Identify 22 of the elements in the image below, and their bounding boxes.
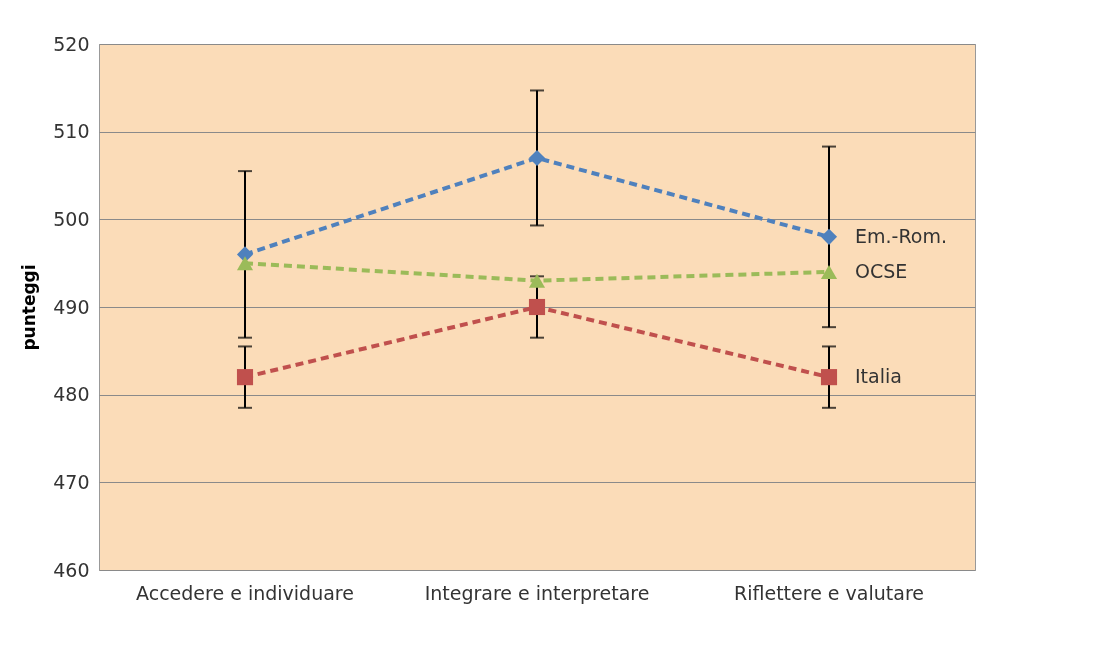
y-tick-label: 510 bbox=[53, 120, 90, 143]
x-tick-label: Accedere e individuare bbox=[136, 581, 354, 604]
y-tick-label: 460 bbox=[53, 558, 90, 581]
point bbox=[820, 264, 838, 279]
point bbox=[820, 228, 838, 245]
series-label: Em.-Rom. bbox=[855, 224, 947, 247]
point bbox=[236, 256, 254, 271]
x-tick-label: Integrare e interpretare bbox=[424, 581, 650, 604]
series-label: OCSE bbox=[855, 259, 908, 282]
point bbox=[528, 149, 546, 167]
y-tick-label: 480 bbox=[53, 383, 90, 406]
point bbox=[528, 298, 546, 316]
y-tick-label: 490 bbox=[53, 295, 90, 318]
point bbox=[820, 369, 838, 386]
y-tick-label: 500 bbox=[53, 207, 90, 230]
y-tick-label: 470 bbox=[53, 470, 90, 493]
point bbox=[236, 369, 254, 386]
point bbox=[528, 273, 546, 288]
x-tick-label: Riflettere e valutare bbox=[734, 581, 924, 604]
y-axis-title: punteggi bbox=[19, 264, 40, 351]
y-tick-label: 520 bbox=[53, 32, 90, 55]
series-label: Italia bbox=[855, 365, 902, 388]
